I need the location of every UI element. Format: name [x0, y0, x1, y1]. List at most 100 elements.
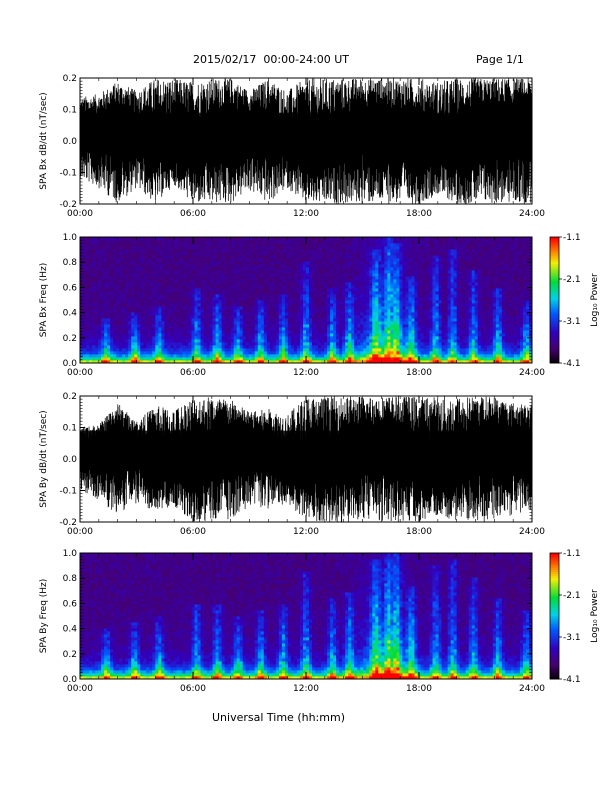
spectrogram-cell [137, 360, 141, 364]
spectrogram-cell [86, 348, 90, 352]
spectrogram-cell [140, 264, 144, 268]
spectrogram-cell [369, 300, 373, 304]
spectrogram-cell [236, 303, 241, 307]
spectrogram-cell [327, 255, 331, 259]
spectrogram-cell [251, 357, 256, 361]
spectrogram-cell [119, 315, 123, 319]
spectrogram-cell [272, 336, 277, 340]
spectrogram-cell [375, 318, 379, 322]
spectrogram-cell [405, 324, 409, 328]
spectrogram-cell [360, 267, 364, 271]
spectrogram-cell [390, 342, 394, 346]
spectrogram-cell [251, 300, 256, 304]
spectrogram-cell [119, 294, 123, 298]
spectrogram-cell [197, 255, 201, 259]
spectrogram-cell [194, 285, 198, 289]
spectrogram-cell [167, 261, 171, 265]
spectrogram-cell [134, 303, 138, 307]
spectrogram-cell [402, 306, 406, 310]
spectrogram-cell [188, 297, 192, 301]
spectrogram-cell [272, 339, 277, 343]
spectrogram-cell [354, 330, 358, 334]
spectrogram-cell [212, 327, 216, 331]
spectrogram-cell [239, 276, 244, 280]
spectrogram-cell [224, 336, 229, 340]
spectrogram-cell [330, 282, 334, 286]
spectrogram-cell [281, 249, 286, 253]
spectrogram-cell [330, 348, 334, 352]
spectrogram-cell [345, 357, 349, 361]
spectrogram-cell [230, 258, 235, 262]
spectrogram-cell [128, 351, 132, 355]
spectrogram-cell [149, 270, 153, 274]
spectrogram-cell [149, 315, 153, 319]
spectrogram-cell [396, 354, 400, 358]
spectrogram-cell [384, 288, 388, 292]
spectrogram-cell [245, 330, 250, 334]
spectrogram-cell [248, 351, 253, 355]
spectrogram-cell [378, 333, 382, 337]
spectrogram-cell [185, 357, 189, 361]
spectrogram-cell [324, 306, 328, 310]
spectrogram-cell [281, 324, 286, 328]
spectrogram-cell [423, 264, 427, 268]
spectrogram-cell [384, 267, 388, 271]
spectrogram-cell [164, 318, 168, 322]
spectrogram-cell [399, 357, 403, 361]
spectrogram-cell [203, 330, 207, 334]
spectrogram-cell [384, 261, 388, 265]
spectrogram-cell [420, 318, 424, 322]
spectrogram-cell [309, 333, 313, 337]
spectrogram-cell [110, 237, 114, 241]
spectrogram-cell [161, 294, 165, 298]
spectrogram-cell [113, 357, 117, 361]
spectrogram-cell [411, 270, 415, 274]
spectrogram-cell [287, 285, 292, 289]
spectrogram-cell [125, 318, 129, 322]
spectrogram-cell [263, 327, 268, 331]
spectrogram-cell [309, 357, 313, 361]
spectrogram-cell [408, 276, 412, 280]
spectrogram-cell [179, 357, 183, 361]
spectrogram-cell [176, 330, 180, 334]
spectrogram-cell [345, 288, 349, 292]
spectrogram-cell [411, 354, 415, 358]
spectrogram-cell [354, 246, 358, 250]
spectrogram-cell [402, 255, 406, 259]
spectrogram-cell [333, 270, 337, 274]
spectrogram-cell [366, 294, 370, 298]
spectrogram-cell [387, 255, 391, 259]
spectrogram-cell [363, 312, 367, 316]
spectrogram-cell [212, 318, 216, 322]
spectrogram-cell [119, 345, 123, 349]
spectrogram-cell [158, 339, 162, 343]
spectrogram-cell [155, 318, 159, 322]
spectrogram-cell [384, 351, 388, 355]
spectrogram-cell [363, 243, 367, 247]
spectrogram-cell [158, 249, 162, 253]
spectrogram-cell [146, 243, 150, 247]
spectrogram-cell [272, 282, 277, 286]
spectrogram-cell [125, 255, 129, 259]
spectrogram-cell [396, 315, 400, 319]
spectrogram-cell [158, 243, 162, 247]
spectrogram-cell [293, 312, 298, 316]
spectrogram-cell [366, 252, 370, 256]
spectrogram-cell [408, 255, 412, 259]
spectrogram-cell [80, 258, 84, 262]
spectrogram-cell [233, 306, 238, 310]
spectrogram-cell [260, 333, 265, 337]
spectrogram-cell [179, 273, 183, 277]
spectrogram-cell [417, 339, 421, 343]
spectrogram-cell [408, 351, 412, 355]
spectrogram-cell [203, 249, 207, 253]
spectrogram-cell [221, 261, 226, 265]
spectrogram-cell [173, 330, 177, 334]
spectrogram-cell [161, 318, 165, 322]
spectrogram-cell [369, 324, 373, 328]
spectrogram-cell [143, 360, 147, 364]
spectrogram-cell [155, 249, 159, 253]
spectrogram-cell [137, 318, 141, 322]
spectrogram-cell [140, 348, 144, 352]
spectrogram-cell [89, 243, 93, 247]
